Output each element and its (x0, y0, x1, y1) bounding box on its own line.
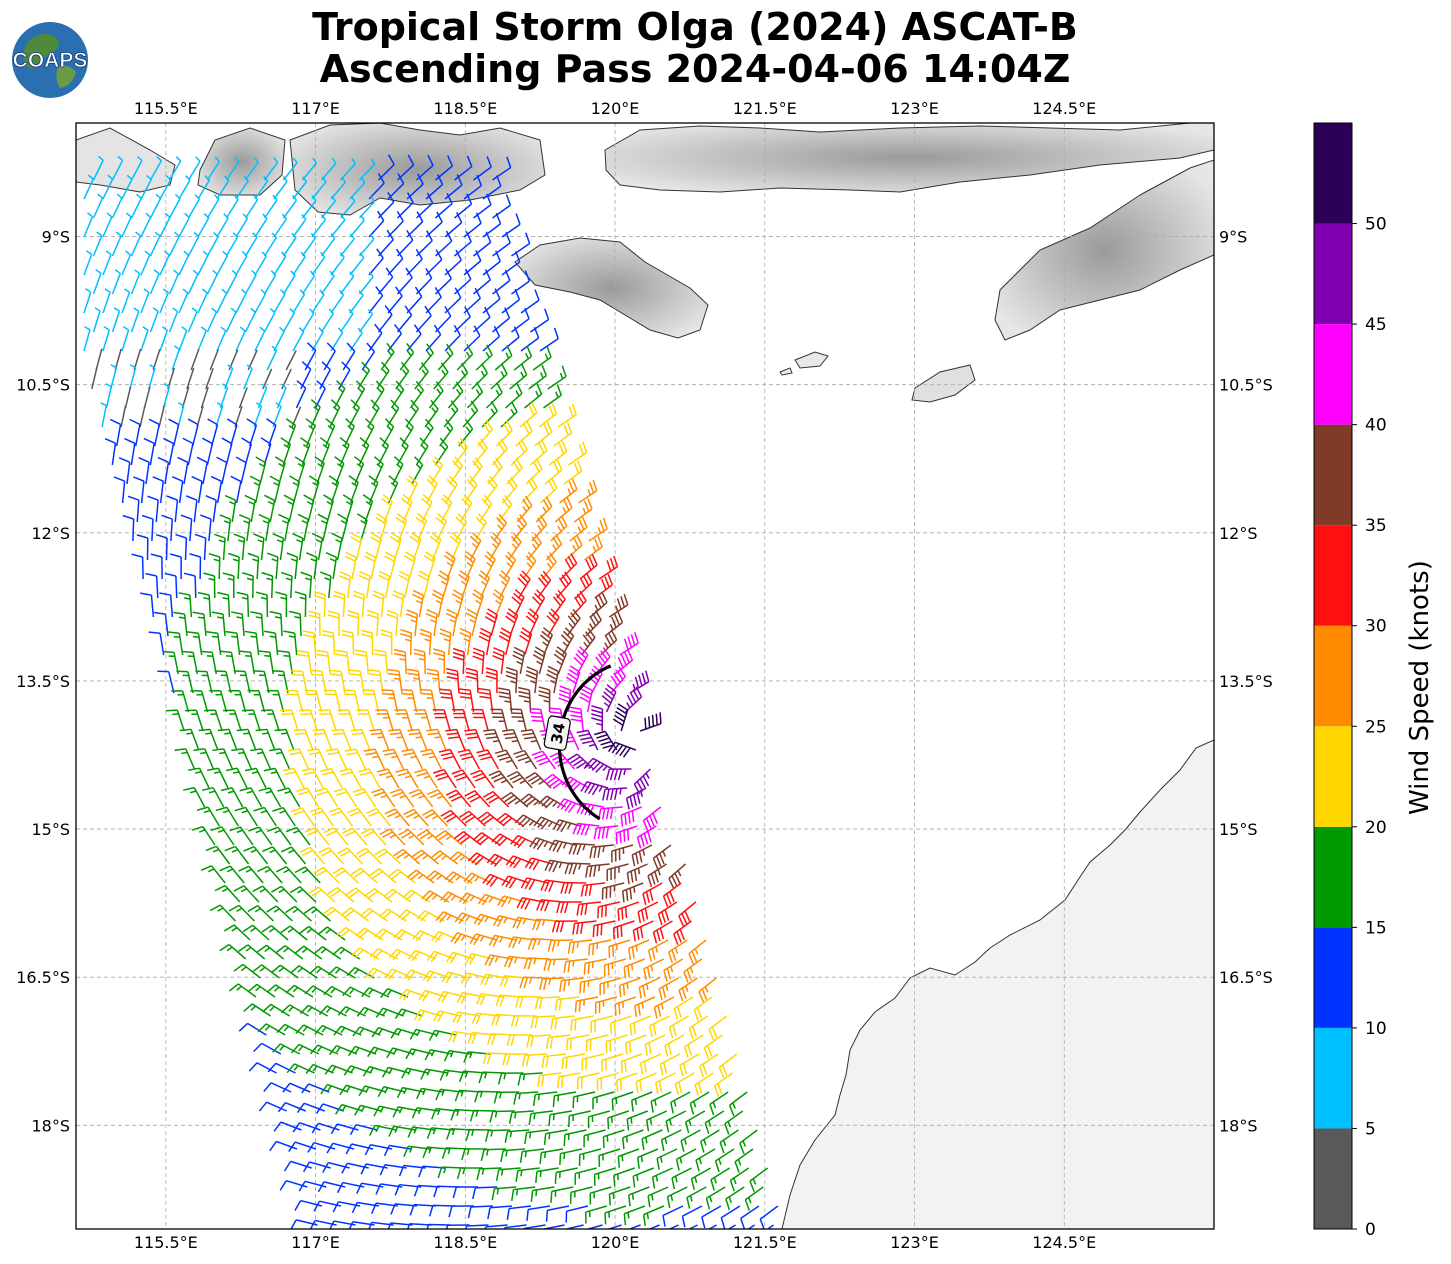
lon-tick-bottom: 123°E (890, 1233, 939, 1252)
colorbar-bin (1314, 224, 1352, 325)
lon-tick-top: 115.5°E (134, 99, 198, 118)
colorbar-bin (1314, 726, 1352, 827)
colorbar-bin (1314, 123, 1352, 224)
colorbar-tick-label: 40 (1365, 416, 1387, 436)
lat-tick-right: 16.5°S (1219, 968, 1273, 987)
colorbar-tick-label: 20 (1365, 818, 1387, 838)
lon-tick-bottom: 124.5°E (1032, 1233, 1096, 1252)
colorbar-bin (1314, 827, 1352, 928)
lon-tick-bottom: 120°E (591, 1233, 640, 1252)
lat-tick-left: 13.5°S (16, 672, 70, 691)
colorbar-bin (1314, 525, 1352, 626)
lon-tick-top: 117°E (291, 99, 340, 118)
lon-tick-bottom: 117°E (291, 1233, 340, 1252)
lon-tick-top: 120°E (591, 99, 640, 118)
colorbar-bin (1314, 927, 1352, 1028)
lon-tick-top: 118.5°E (433, 99, 497, 118)
lat-tick-left: 16.5°S (16, 968, 70, 987)
colorbar-bin (1314, 324, 1352, 425)
lat-tick-left: 18°S (31, 1116, 70, 1135)
colorbar-tick-label: 15 (1365, 918, 1387, 938)
colorbar-bin (1314, 1128, 1352, 1229)
lon-tick-bottom: 115.5°E (134, 1233, 198, 1252)
colorbar-tick-label: 0 (1365, 1220, 1376, 1240)
lat-tick-right: 12°S (1219, 524, 1258, 543)
colorbar-tick-label: 5 (1365, 1119, 1376, 1139)
lat-tick-right: 9°S (1219, 228, 1247, 247)
lon-tick-bottom: 121.5°E (733, 1233, 797, 1252)
lat-tick-left: 12°S (31, 524, 70, 543)
lat-tick-left: 10.5°S (16, 376, 70, 395)
lat-tick-left: 15°S (31, 820, 70, 839)
colorbar-tick-label: 30 (1365, 617, 1387, 637)
lon-tick-bottom: 118.5°E (433, 1233, 497, 1252)
colorbar-bin (1314, 1028, 1352, 1129)
colorbar-tick-label: 25 (1365, 717, 1387, 737)
wind-radius-label-box: 34 (544, 715, 571, 750)
lat-tick-left: 9°S (42, 228, 70, 247)
colorbar: 0 5 10 15 20 25 30 35 40 45 50 (1314, 123, 1387, 1240)
colorbar-tick-label: 50 (1365, 215, 1387, 235)
lon-tick-top: 124.5°E (1032, 99, 1096, 118)
lon-tick-top: 121.5°E (733, 99, 797, 118)
colorbar-bin (1314, 425, 1352, 526)
wind-radius-label: 34 (548, 721, 569, 745)
colorbar-tick-label: 10 (1365, 1019, 1387, 1039)
lat-tick-right: 18°S (1219, 1116, 1258, 1135)
lon-tick-top: 123°E (890, 99, 939, 118)
lat-tick-right: 15°S (1219, 820, 1258, 839)
colorbar-title: Wind Speed (knots) (1405, 560, 1435, 815)
lat-tick-right: 13.5°S (1219, 672, 1273, 691)
lat-tick-right: 10.5°S (1219, 376, 1273, 395)
colorbar-tick-label: 45 (1365, 315, 1387, 335)
colorbar-title-box: Wind Speed (knots) (1405, 680, 1451, 710)
colorbar-bin (1314, 626, 1352, 727)
colorbar-tick-label: 35 (1365, 516, 1387, 536)
